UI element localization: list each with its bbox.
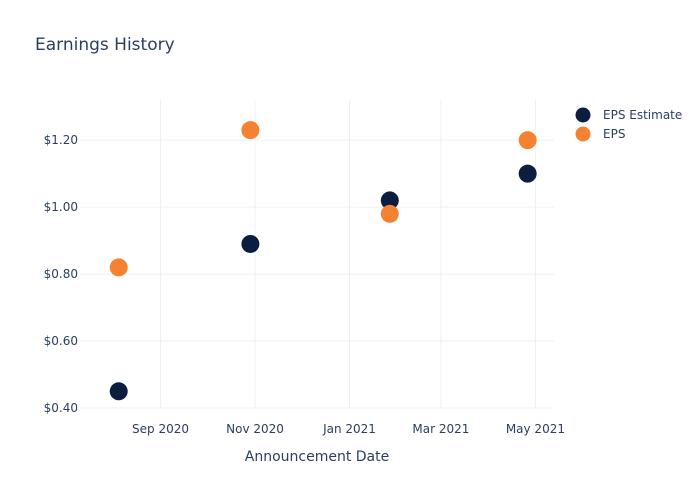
series-eps — [109, 121, 537, 277]
legend-item[interactable]: EPS Estimate — [575, 107, 683, 123]
y-tick-label: $0.60 — [44, 334, 78, 348]
x-tick-label: May 2021 — [506, 422, 565, 436]
data-point[interactable] — [518, 164, 537, 183]
data-point[interactable] — [241, 121, 260, 140]
data-point[interactable] — [380, 204, 399, 223]
x-tick-label: Jan 2021 — [322, 422, 376, 436]
data-point[interactable] — [380, 191, 399, 210]
data-point[interactable] — [241, 234, 260, 253]
data-point[interactable] — [109, 382, 128, 401]
grid-lines — [80, 100, 554, 409]
y-tick-label: $0.80 — [44, 267, 78, 281]
legend-marker — [575, 107, 591, 123]
legend[interactable]: EPS Estimate EPS — [575, 107, 683, 142]
x-tick-label: Mar 2021 — [412, 422, 469, 436]
data-point[interactable] — [109, 258, 128, 277]
legend-item[interactable]: EPS — [575, 126, 626, 142]
legend-label: EPS Estimate — [603, 108, 682, 122]
axis-tick-labels: Sep 2020 Nov 2020 Jan 2021 Mar 2021 May 2021… — [44, 133, 565, 436]
x-axis-title: Announcement Date — [245, 449, 389, 465]
legend-marker — [575, 126, 591, 142]
data-points — [109, 121, 537, 401]
data-point[interactable] — [518, 131, 537, 150]
series-eps-estimate — [109, 164, 537, 401]
legend-label: EPS — [603, 127, 625, 141]
chart-title: Earnings History — [35, 35, 175, 55]
x-tick-label: Sep 2020 — [132, 422, 189, 436]
x-tick-label: Nov 2020 — [226, 422, 284, 436]
y-tick-label: $1.00 — [44, 200, 78, 214]
y-tick-label: $0.40 — [44, 401, 78, 415]
y-tick-label: $1.20 — [44, 133, 78, 147]
